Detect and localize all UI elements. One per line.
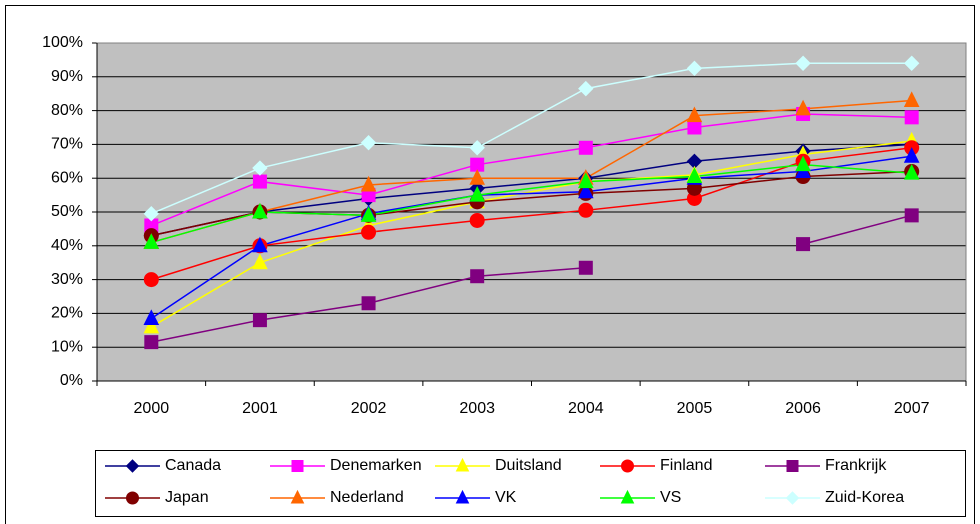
marker <box>578 260 593 275</box>
y-tick-label: 30% <box>51 271 83 288</box>
x-tick-label: 2002 <box>351 400 387 417</box>
legend-label: Finland <box>660 457 712 474</box>
marker <box>470 269 485 284</box>
marker <box>252 160 268 176</box>
legend-label: Nederland <box>330 489 404 506</box>
marker <box>795 99 811 116</box>
x-tick-label: 2006 <box>785 400 821 417</box>
marker <box>360 206 377 222</box>
marker <box>252 174 267 189</box>
marker <box>252 202 268 219</box>
series-line <box>151 147 912 281</box>
y-tick-label: 50% <box>51 203 83 220</box>
marker <box>903 55 920 71</box>
marker <box>578 182 594 199</box>
marker <box>469 169 485 185</box>
marker <box>686 60 703 77</box>
marker <box>252 313 267 328</box>
marker <box>903 91 920 107</box>
marker <box>252 236 268 253</box>
x-tick-label: 2003 <box>459 400 495 417</box>
y-tick-label: 90% <box>51 68 83 85</box>
marker <box>291 460 304 472</box>
marker <box>361 224 377 240</box>
marker <box>360 135 377 151</box>
marker <box>455 489 470 504</box>
y-tick-label: 80% <box>51 102 83 119</box>
series-line <box>151 62 912 215</box>
x-tick-label: 2004 <box>568 400 604 417</box>
marker <box>686 106 703 123</box>
series-line <box>151 99 912 244</box>
y-tick-label: 70% <box>51 136 83 153</box>
x-tick-label: 2005 <box>677 400 713 417</box>
legend-label: Duitsland <box>495 457 562 474</box>
marker <box>143 317 160 334</box>
marker <box>795 155 811 172</box>
legend-box <box>95 450 966 517</box>
y-tick-label: 100% <box>42 34 83 51</box>
y-tick-label: 40% <box>51 237 83 254</box>
x-tick-label: 2007 <box>894 400 930 417</box>
series-line <box>150 155 912 320</box>
marker <box>621 459 634 473</box>
marker <box>143 309 160 325</box>
y-tick-label: 0% <box>60 372 83 389</box>
legend-label: Frankrijk <box>825 457 887 474</box>
marker <box>361 296 376 311</box>
marker <box>578 202 594 218</box>
y-tick-label: 20% <box>51 305 83 322</box>
x-tick-label: 2001 <box>242 400 278 417</box>
marker <box>143 233 160 249</box>
legend-label: Japan <box>165 489 209 506</box>
series-line <box>151 143 912 237</box>
marker <box>125 459 140 473</box>
marker <box>578 80 594 97</box>
series-line <box>151 113 912 227</box>
marker <box>469 212 485 228</box>
x-tick-label: 2000 <box>134 400 170 417</box>
marker <box>455 457 470 472</box>
marker <box>578 172 594 189</box>
series-line <box>150 140 912 328</box>
marker <box>686 167 703 184</box>
marker <box>578 140 593 155</box>
series-line <box>151 163 912 244</box>
marker <box>904 110 919 125</box>
legend-label: Denemarken <box>330 457 422 474</box>
marker <box>469 140 485 156</box>
marker <box>469 185 485 202</box>
marker <box>144 335 159 350</box>
marker <box>252 253 268 270</box>
marker <box>795 55 811 71</box>
series-line <box>802 214 912 245</box>
marker <box>143 205 160 222</box>
legend-label: Zuid-Korea <box>825 489 904 506</box>
legend-label: VK <box>495 489 517 506</box>
marker <box>143 272 159 288</box>
marker <box>785 491 800 505</box>
marker <box>903 147 920 163</box>
legend-label: VS <box>660 489 681 506</box>
y-tick-label: 10% <box>51 338 83 355</box>
marker <box>360 175 377 192</box>
marker <box>903 164 920 180</box>
marker <box>126 491 139 505</box>
legend-label: Canada <box>165 457 221 474</box>
marker <box>620 489 635 504</box>
y-tick-label: 60% <box>51 169 83 186</box>
marker <box>904 208 919 223</box>
marker <box>290 489 305 504</box>
marker <box>796 237 811 252</box>
marker <box>687 120 702 135</box>
marker <box>786 460 799 472</box>
